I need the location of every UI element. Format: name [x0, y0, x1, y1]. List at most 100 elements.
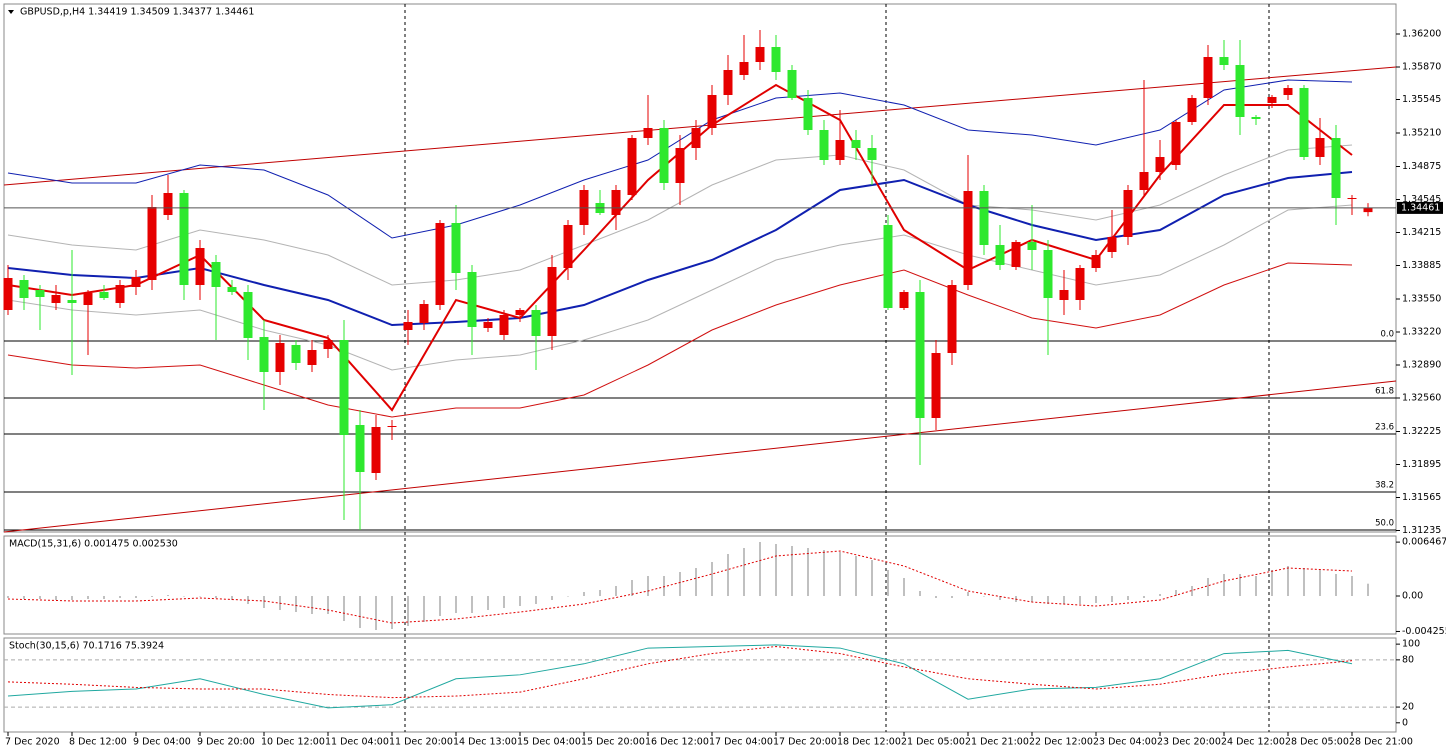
y-tick-label: 1.33220: [1402, 327, 1441, 338]
x-tick-label: 28 Dec 05:00: [1285, 737, 1349, 748]
macd-bar: [1031, 596, 1033, 602]
macd-bar: [711, 562, 713, 596]
candle-body: [339, 340, 349, 435]
macd-pane: [3, 535, 1397, 635]
indicator-line: [7, 644, 1353, 709]
candle-body: [1187, 98, 1197, 122]
macd-bar: [823, 550, 825, 596]
candle-body: [883, 225, 893, 308]
candle-body: [275, 343, 285, 372]
macd-bar: [1207, 578, 1209, 596]
candle-body: [1283, 88, 1293, 95]
macd-bar: [7, 596, 9, 598]
y-tick-label: 1.31565: [1402, 492, 1441, 503]
macd-bar: [551, 596, 553, 600]
macd-bar: [1335, 574, 1337, 596]
macd-bar: [695, 568, 697, 596]
candle-body: [947, 285, 957, 353]
fibonacci-label: 38.2: [1375, 481, 1394, 491]
macd-bar: [1191, 586, 1193, 596]
y-tick-label: 0.00: [1402, 591, 1423, 602]
pane-title: GBPUSD,p,H4 1.34419 1.34509 1.34377 1.34…: [20, 7, 254, 18]
candle-body: [515, 310, 525, 315]
candle-body: [291, 345, 301, 363]
x-tick-label: 11 Dec 04:00: [325, 737, 389, 748]
y-tick-label: 1.32560: [1402, 393, 1441, 404]
macd-bar: [727, 554, 729, 596]
x-tick-label: 21 Dec 05:00: [901, 737, 965, 748]
x-tick-label: 15 Dec 20:00: [581, 737, 645, 748]
macd-bar: [967, 592, 969, 596]
candle-body: [131, 277, 141, 287]
macd-bar: [359, 596, 361, 628]
candle-body: [371, 427, 381, 473]
x-tick-label: 10 Dec 12:00: [261, 737, 325, 748]
candle-body: [211, 262, 221, 287]
candle-body: [163, 193, 173, 215]
macd-bar: [167, 595, 169, 596]
x-tick-label: 14 Dec 13:00: [453, 737, 517, 748]
macd-bar: [903, 578, 905, 596]
candle-body: [1203, 57, 1213, 98]
macd-bar: [471, 596, 473, 613]
candle-body: [483, 322, 493, 328]
candle-body: [531, 310, 541, 336]
y-tick-label: 1.34875: [1402, 161, 1441, 172]
x-tick-label: 23 Dec 04:00: [1093, 737, 1157, 748]
trendline: [3, 66, 1397, 186]
macd-bar: [439, 596, 441, 616]
macd-bar: [1255, 576, 1257, 596]
candle-body: [1011, 242, 1021, 267]
candle-body: [1139, 172, 1149, 190]
candle-body: [83, 293, 93, 305]
candle-body: [691, 128, 701, 148]
macd-bar: [231, 596, 233, 600]
candle-body: [419, 304, 429, 323]
x-tick-label: 17 Dec 04:00: [709, 737, 773, 748]
macd-bar: [663, 576, 665, 596]
macd-bar: [1111, 596, 1113, 602]
macd-bar: [535, 596, 537, 604]
macd-bar: [1079, 596, 1081, 604]
candle-body: [659, 128, 669, 183]
candle-body: [51, 295, 61, 303]
candle-body: [643, 128, 653, 138]
candle-body: [259, 337, 269, 372]
macd-bar: [39, 596, 41, 599]
macd-bar: [135, 596, 137, 598]
x-tick-label: 23 Dec 20:00: [1157, 737, 1221, 748]
y-tick-label: 80: [1402, 654, 1414, 665]
macd-bar: [199, 596, 201, 597]
macd-bar: [1367, 583, 1369, 596]
candle-body: [675, 148, 685, 183]
macd-bar: [775, 544, 777, 596]
candle-body: [819, 130, 829, 160]
candle-body: [707, 95, 717, 128]
symbol-menu-arrow[interactable]: [8, 10, 14, 14]
candle-body: [3, 278, 13, 310]
y-tick-label: 1.35545: [1402, 94, 1441, 105]
y-tick-label: 100: [1402, 639, 1420, 650]
candle-body: [67, 300, 77, 303]
x-tick-label: 16 Dec 12:00: [645, 737, 709, 748]
x-tick-label: 8 Dec 12:00: [69, 737, 127, 748]
candle-body: [899, 292, 909, 308]
candle-body: [755, 47, 765, 62]
pane-title: MACD(15,31,6) 0.001475 0.002530: [9, 539, 178, 550]
candle-body: [1299, 88, 1309, 157]
macd-bar: [215, 596, 217, 598]
y-tick-label: 1.33885: [1402, 260, 1441, 271]
y-tick-label: -0.004255: [1402, 626, 1446, 637]
x-tick-label: 18 Dec 12:00: [837, 737, 901, 748]
y-tick-label: 1.31235: [1402, 525, 1441, 536]
y-tick-label: 1.31895: [1402, 459, 1441, 470]
macd-bar: [1303, 568, 1305, 596]
macd-bar: [151, 596, 153, 597]
y-tick-label: 1.33550: [1402, 294, 1441, 305]
macd-bar: [1159, 594, 1161, 596]
candle-body: [227, 287, 237, 292]
candle-body: [355, 425, 365, 472]
macd-bar: [1223, 574, 1225, 596]
candle-body: [19, 280, 29, 298]
